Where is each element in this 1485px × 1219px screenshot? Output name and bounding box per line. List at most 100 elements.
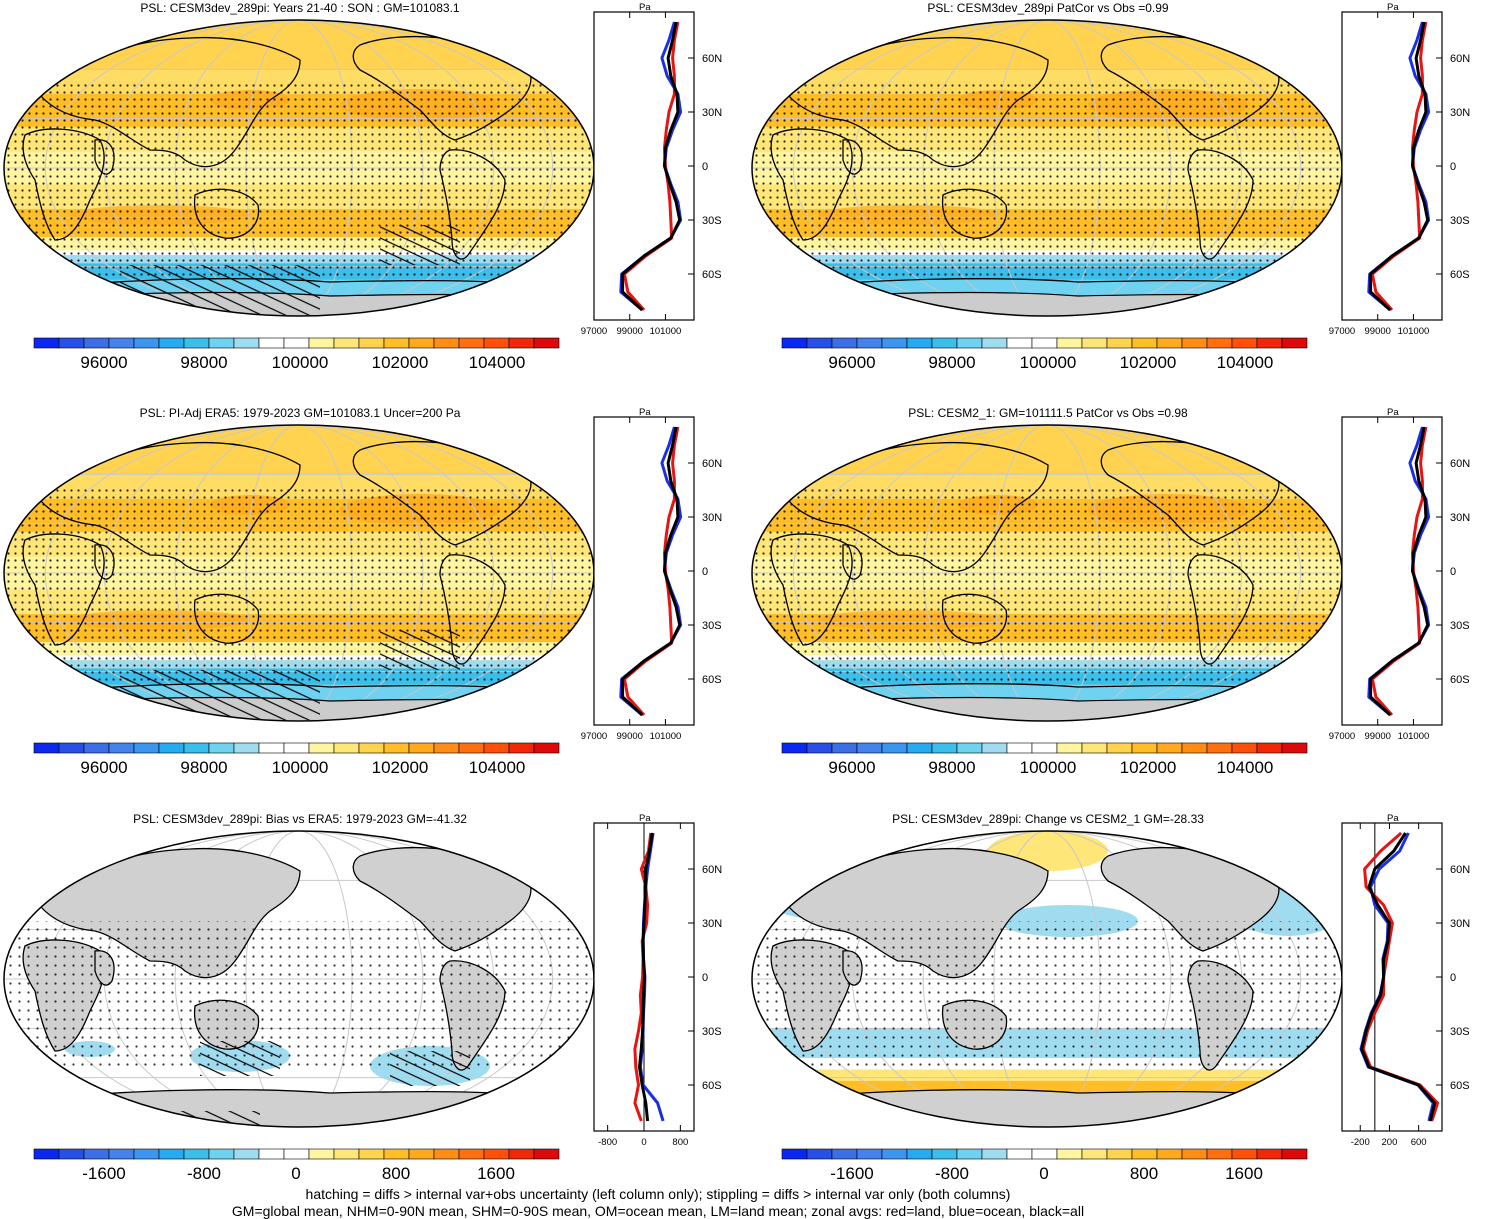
colorbar: -1600 -800 0 800 1600 bbox=[781, 1148, 1308, 1183]
colorbar-label: 102000 bbox=[1120, 353, 1177, 372]
colorbar-swatch bbox=[1281, 1148, 1308, 1160]
colorbar-swatch bbox=[1056, 337, 1083, 349]
colorbar-label: 98000 bbox=[180, 758, 227, 777]
colorbar-swatch bbox=[533, 742, 560, 754]
colorbar-label: 96000 bbox=[828, 353, 875, 372]
colorbar-swatch bbox=[1156, 742, 1183, 754]
colorbar-swatch bbox=[1031, 337, 1058, 349]
zonal-lat-label: 30S bbox=[702, 620, 722, 632]
colorbar-swatch bbox=[58, 742, 85, 754]
panel-p4: PSL: CESM2_1: GM=101111.5 PatCor vs Obs … bbox=[748, 405, 1485, 805]
zonal-lat-label: 0 bbox=[702, 972, 708, 984]
colorbar-label: 96000 bbox=[80, 353, 127, 372]
colorbar-swatch bbox=[383, 742, 410, 754]
zonal-lat-label: 60N bbox=[1450, 864, 1470, 876]
colorbar-swatch bbox=[1156, 1148, 1183, 1160]
colorbar-swatch bbox=[1106, 337, 1133, 349]
colorbar-swatch bbox=[856, 1148, 883, 1160]
colorbar-label: 96000 bbox=[828, 758, 875, 777]
zonal-unit: Pa bbox=[639, 407, 651, 418]
colorbar-swatch bbox=[358, 742, 385, 754]
colorbar-swatch bbox=[358, 1148, 385, 1160]
footnote-hatching: hatching = diffs > internal var+obs unce… bbox=[305, 1186, 1011, 1202]
colorbar-swatch bbox=[233, 337, 260, 349]
colorbar-swatch bbox=[83, 1148, 110, 1160]
colorbar-swatch bbox=[1031, 742, 1058, 754]
colorbar-swatch bbox=[83, 742, 110, 754]
colorbar-swatch bbox=[433, 337, 460, 349]
zonal-lat-label: 0 bbox=[1450, 972, 1456, 984]
map-panel-graphic: -1600 -800 0 800 1600 Pa 60N 30N 0 30S 60S -800 0 800 bbox=[3, 813, 722, 1183]
zonal-mean-plot: Pa 60N 30N 0 30S 60S -800 0 800 bbox=[593, 813, 722, 1148]
zonal-lat-label: 30N bbox=[702, 512, 722, 524]
zonal-lat-label: 60S bbox=[702, 269, 722, 281]
colorbar-swatch bbox=[108, 742, 135, 754]
colorbar-swatch bbox=[1181, 1148, 1208, 1160]
map-panel-graphic: 96000 98000 100000 102000 104000 Pa 60N 30N 0 30S… bbox=[3, 2, 722, 372]
colorbar-swatch bbox=[781, 1148, 808, 1160]
colorbar-swatch bbox=[981, 742, 1008, 754]
zonal-x-tick: 800 bbox=[672, 1137, 688, 1148]
colorbar-swatch bbox=[1031, 1148, 1058, 1160]
zonal-lat-label: 0 bbox=[1450, 161, 1456, 173]
colorbar-label: 104000 bbox=[1217, 353, 1274, 372]
colorbar-swatch bbox=[881, 742, 908, 754]
colorbar-swatch bbox=[408, 742, 435, 754]
zonal-lat-label: 30S bbox=[702, 1026, 722, 1038]
colorbar-swatch bbox=[208, 742, 235, 754]
colorbar-swatch bbox=[183, 337, 210, 349]
colorbar-swatch bbox=[1006, 1148, 1033, 1160]
colorbar-swatch bbox=[408, 1148, 435, 1160]
zonal-series-line bbox=[621, 426, 682, 717]
colorbar-swatch bbox=[33, 742, 60, 754]
colorbar-swatch bbox=[1256, 742, 1283, 754]
colorbar-swatch bbox=[258, 1148, 285, 1160]
zonal-lat-label: 0 bbox=[702, 161, 708, 173]
colorbar-swatch bbox=[83, 337, 110, 349]
colorbar-swatch bbox=[1006, 742, 1033, 754]
panel-title: PSL: PI-Adj ERA5: 1979-2023 GM=101083.1 … bbox=[139, 406, 461, 420]
zonal-lat-label: 30N bbox=[702, 107, 722, 119]
zonal-series-line bbox=[638, 832, 654, 1122]
colorbar-label: 102000 bbox=[372, 758, 429, 777]
colorbar-swatch bbox=[1006, 337, 1033, 349]
robinson-map bbox=[751, 424, 1343, 722]
colorbar-swatch bbox=[1206, 1148, 1233, 1160]
zonal-series-line bbox=[1369, 21, 1430, 312]
colorbar-label: 1600 bbox=[477, 1164, 515, 1183]
colorbar-swatch bbox=[856, 742, 883, 754]
colorbar-swatch bbox=[258, 742, 285, 754]
panel-p3: PSL: PI-Adj ERA5: 1979-2023 GM=101083.1 … bbox=[0, 405, 737, 805]
colorbar-label: 800 bbox=[1130, 1164, 1158, 1183]
colorbar-swatch bbox=[533, 337, 560, 349]
colorbar-swatch bbox=[208, 337, 235, 349]
colorbar-swatch bbox=[308, 337, 335, 349]
zonal-lat-label: 30S bbox=[1450, 215, 1470, 227]
colorbar-swatch bbox=[33, 1148, 60, 1160]
colorbar-swatch bbox=[1106, 1148, 1133, 1160]
colorbar-label: 100000 bbox=[1020, 758, 1077, 777]
zonal-x-tick: 99000 bbox=[1365, 326, 1391, 337]
zonal-x-tick: 200 bbox=[1382, 1137, 1398, 1148]
colorbar-swatch bbox=[831, 1148, 858, 1160]
continent bbox=[478, 22, 549, 55]
zonal-x-tick: 101000 bbox=[1398, 731, 1430, 742]
zonal-lat-label: 0 bbox=[1450, 566, 1456, 578]
zonal-x-tick: 99000 bbox=[617, 326, 643, 337]
colorbar-swatch bbox=[33, 337, 60, 349]
zonal-lat-label: 60N bbox=[1450, 458, 1470, 470]
zonal-x-tick: 97000 bbox=[581, 731, 607, 742]
colorbar-swatch bbox=[906, 337, 933, 349]
colorbar: -1600 -800 0 800 1600 bbox=[33, 1148, 560, 1183]
colorbar-swatch bbox=[283, 1148, 310, 1160]
colorbar-swatch bbox=[458, 1148, 485, 1160]
colorbar-swatch bbox=[458, 742, 485, 754]
continent bbox=[29, 1089, 571, 1127]
colorbar-label: 100000 bbox=[1020, 353, 1077, 372]
colorbar-swatch bbox=[906, 742, 933, 754]
colorbar-label: 96000 bbox=[80, 758, 127, 777]
zonal-unit: Pa bbox=[639, 813, 651, 824]
zonal-x-tick: 99000 bbox=[617, 731, 643, 742]
panel-p2: PSL: CESM3dev_289pi PatCor vs Obs =0.99 9… bbox=[748, 0, 1485, 400]
